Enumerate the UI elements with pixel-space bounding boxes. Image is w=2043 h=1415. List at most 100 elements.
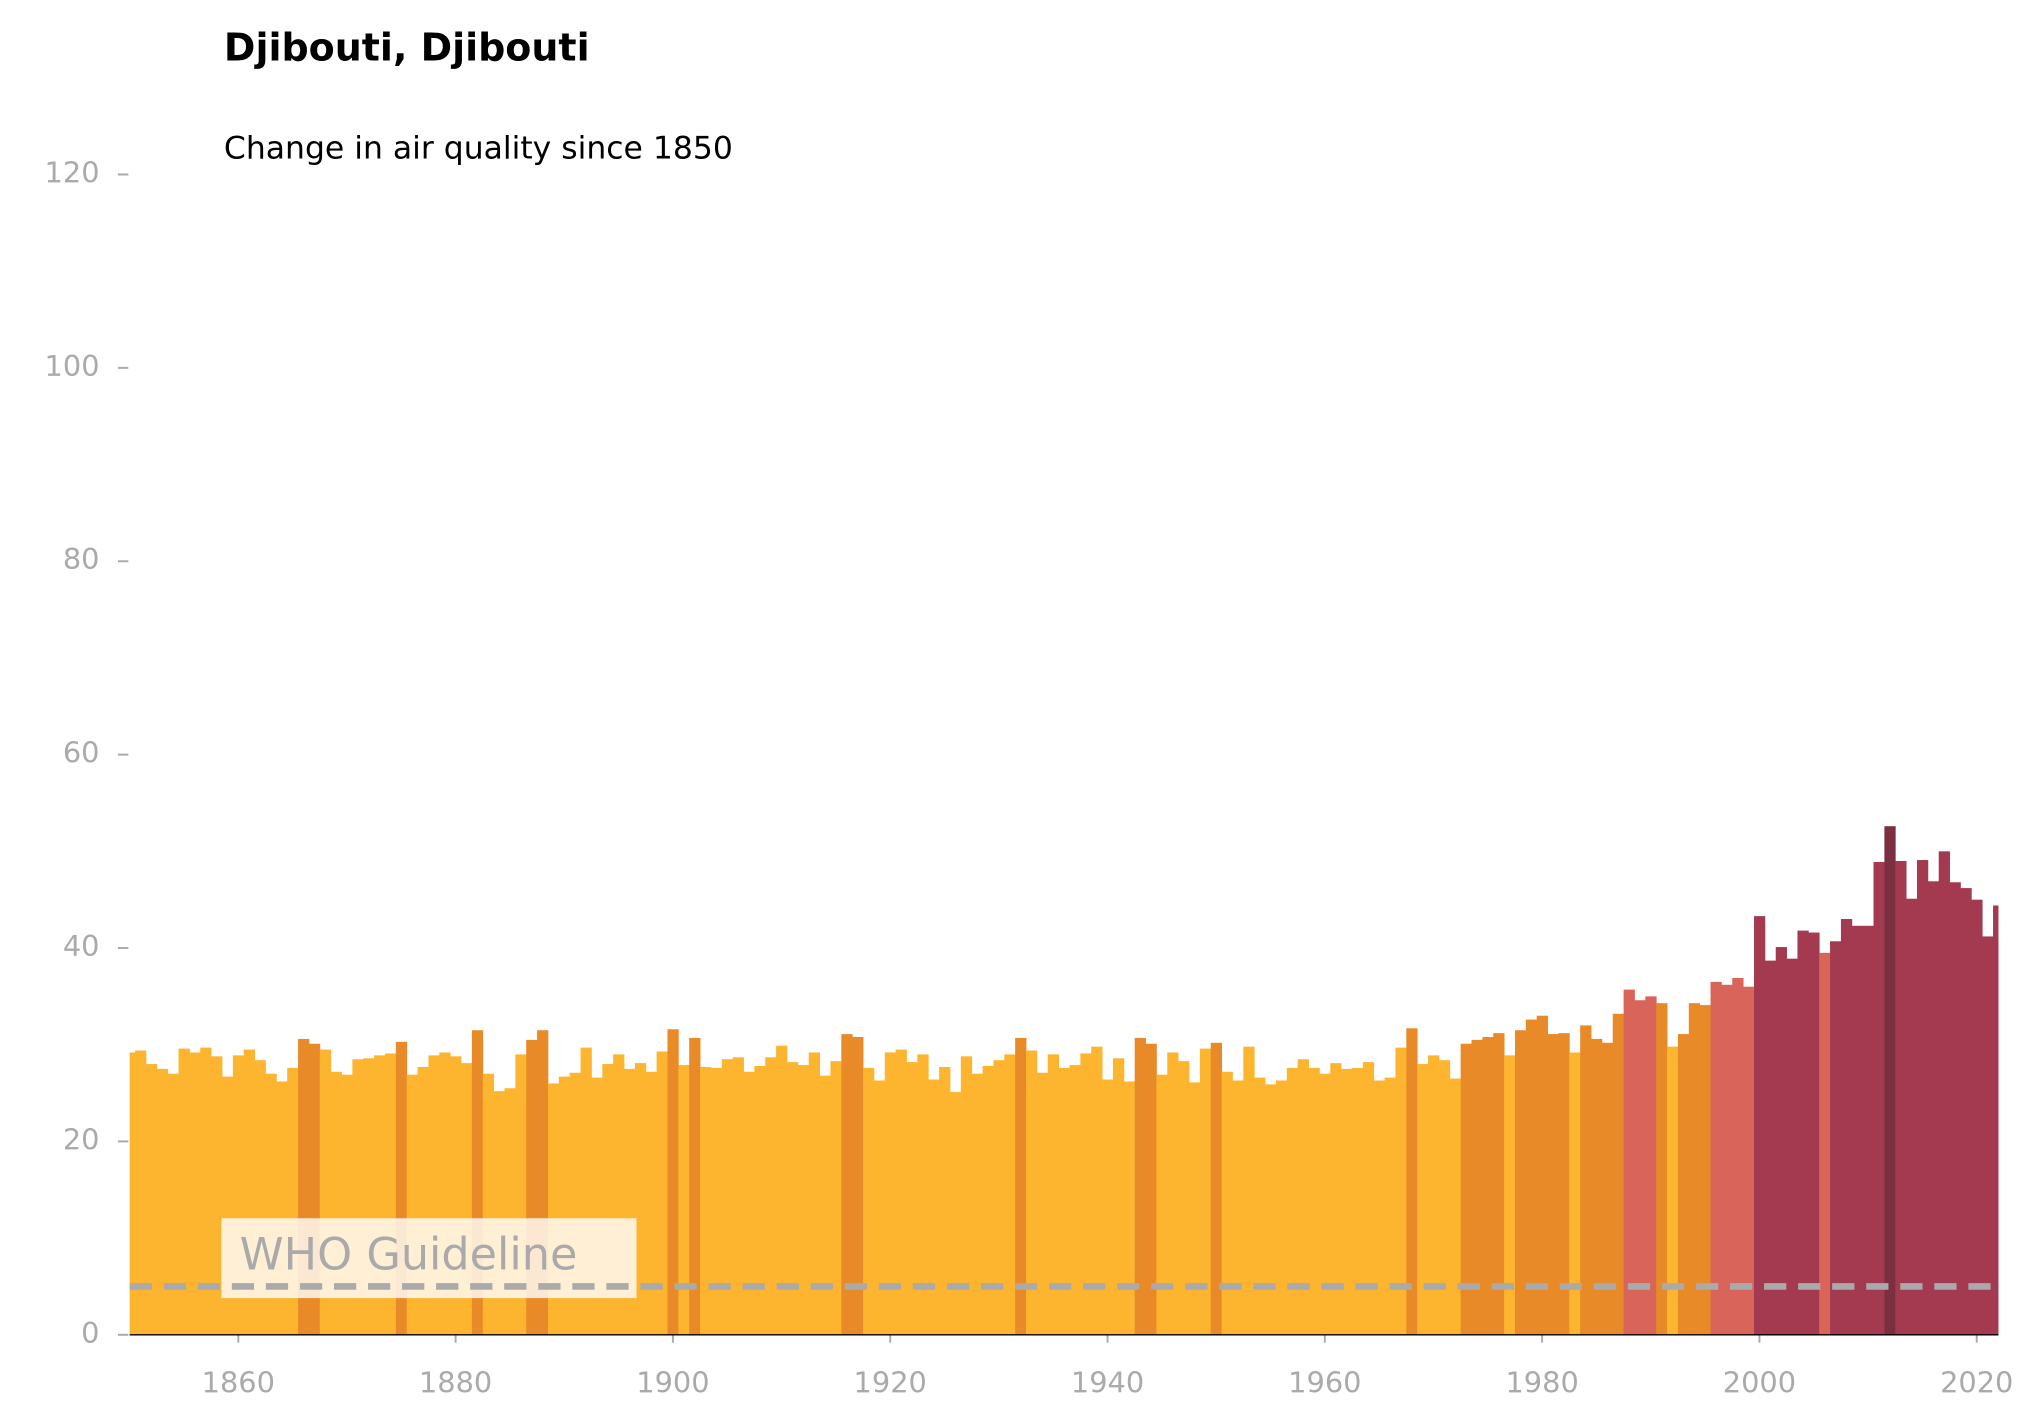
bar [852, 1036, 864, 1335]
bar [1754, 916, 1766, 1335]
bar [428, 1055, 440, 1335]
bar [732, 1057, 744, 1335]
bar [1645, 996, 1657, 1335]
bar [1656, 1003, 1668, 1335]
bar [1189, 1082, 1201, 1335]
bar [1677, 1034, 1690, 1335]
bar [917, 1054, 929, 1335]
bar [211, 1056, 223, 1335]
bar [721, 1059, 734, 1335]
bar [145, 1064, 158, 1335]
bar [1471, 1039, 1483, 1335]
bar [1243, 1046, 1255, 1335]
x-tick-label: 1960 [1288, 1366, 1361, 1400]
bar [1514, 1030, 1527, 1335]
bar [700, 1066, 712, 1335]
bar [493, 1091, 505, 1335]
bar [580, 1047, 592, 1335]
bar [1069, 1065, 1081, 1335]
bar [1982, 936, 1994, 1335]
bar [884, 1052, 897, 1335]
bar [591, 1077, 603, 1335]
bar [200, 1047, 212, 1335]
bar [1634, 1000, 1646, 1335]
bar [1373, 1080, 1385, 1335]
bar [450, 1056, 462, 1335]
bar [232, 1055, 245, 1335]
bar [1525, 1019, 1538, 1335]
bar [1667, 1046, 1679, 1335]
guideline-label-box [221, 1218, 637, 1299]
bar [1015, 1037, 1027, 1335]
y-tick-label: 0 [81, 1316, 99, 1350]
bar [1601, 1042, 1614, 1335]
bar [1699, 1005, 1711, 1335]
bar [1721, 984, 1733, 1335]
bar [504, 1088, 516, 1335]
bar [754, 1065, 766, 1335]
bar [1482, 1036, 1494, 1335]
bar [189, 1052, 201, 1335]
bar [1080, 1053, 1092, 1335]
bar [1808, 932, 1820, 1335]
bar [1308, 1067, 1320, 1335]
bar [1840, 919, 1853, 1335]
bar [482, 1073, 495, 1335]
bar [1004, 1054, 1016, 1335]
y-tick-label: 40 [63, 929, 100, 963]
bar [129, 1052, 136, 1335]
bar [1460, 1043, 1472, 1335]
bar [1743, 986, 1755, 1335]
bar [1265, 1084, 1277, 1335]
y-tick-label: 20 [63, 1122, 100, 1156]
bar [982, 1065, 994, 1335]
bar [178, 1048, 190, 1335]
bar [960, 1056, 973, 1335]
bar [1047, 1054, 1060, 1335]
chart-title: Djibouti, Djibouti [224, 26, 590, 70]
bar [1960, 888, 1972, 1335]
y-tick-label: 80 [63, 542, 100, 576]
bar [1884, 826, 1896, 1335]
bar [906, 1062, 918, 1335]
bar [254, 1060, 266, 1335]
bar [1504, 1055, 1516, 1335]
bar [1612, 1013, 1625, 1335]
x-tick-label: 1860 [202, 1366, 275, 1400]
bar [1341, 1068, 1353, 1335]
bar [895, 1049, 907, 1335]
bar [797, 1065, 810, 1335]
bar [1134, 1037, 1146, 1335]
bar [1351, 1067, 1364, 1335]
bar [1927, 881, 1940, 1335]
bar [384, 1053, 397, 1335]
bar [928, 1079, 940, 1335]
bar [949, 1092, 962, 1335]
bar [374, 1055, 386, 1335]
bar [1493, 1033, 1505, 1335]
bar [341, 1074, 353, 1335]
bar [710, 1067, 723, 1335]
bar [1906, 898, 1918, 1335]
bar [786, 1062, 799, 1335]
x-tick-label: 1920 [854, 1366, 927, 1400]
bar [222, 1076, 234, 1335]
bar [135, 1050, 147, 1335]
bar [298, 1038, 310, 1335]
bar [1558, 1033, 1570, 1335]
bar [1058, 1067, 1070, 1335]
bar [1547, 1034, 1559, 1335]
bar [167, 1073, 179, 1335]
bar [243, 1049, 255, 1335]
bar [537, 1030, 549, 1335]
bar [1330, 1063, 1342, 1335]
bar [1145, 1043, 1157, 1335]
bar [461, 1063, 473, 1335]
guideline-label: WHO Guideline [240, 1230, 578, 1281]
bar [776, 1045, 788, 1335]
bar [1102, 1079, 1114, 1335]
bar [819, 1075, 831, 1335]
bar [1036, 1072, 1049, 1335]
bar [1949, 882, 1961, 1335]
